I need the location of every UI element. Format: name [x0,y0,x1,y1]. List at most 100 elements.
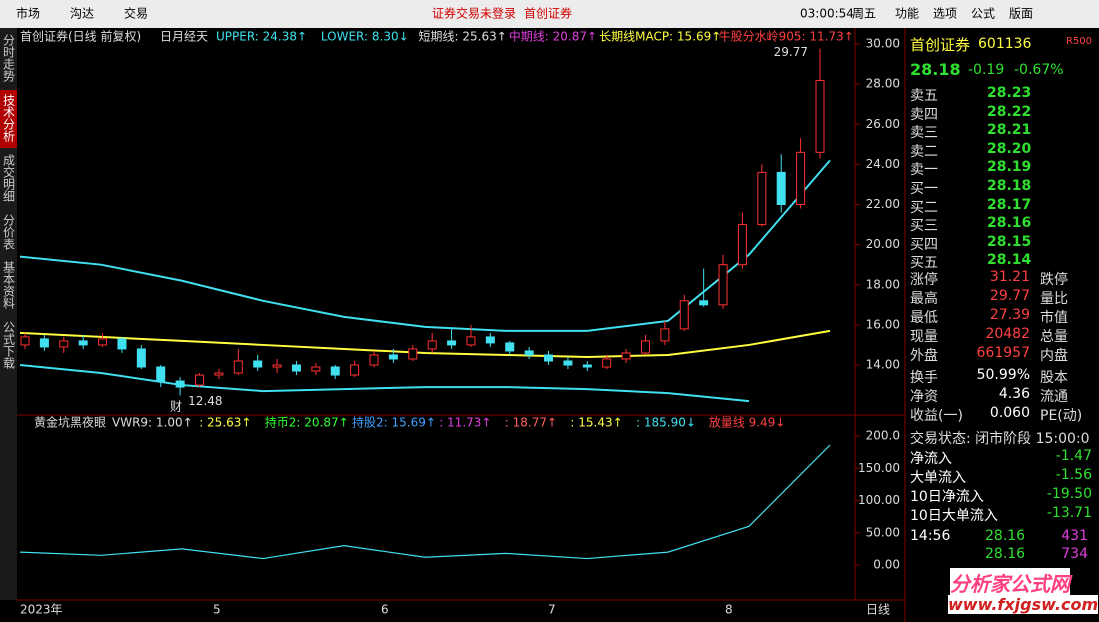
stat-value: 4.36 [998,386,1030,402]
flow-label: 10日大单流入 [910,508,998,524]
weekday: 周五 [852,7,876,21]
side-tab[interactable]: 分价表 [2,214,16,250]
book-price: 28.22 [987,103,1032,120]
book-label: 卖二 [910,143,938,160]
legend-entry: : 18.77↑ [505,416,557,430]
candle-body [699,300,709,306]
menu-item[interactable]: 交易 [124,6,148,21]
stat-value: 661957 [976,345,1030,361]
period-label: 日线 [866,603,890,617]
y-tick-label: 30.00 [866,37,900,51]
book-label: 卖四 [910,106,938,123]
menu-item[interactable]: 功能 [895,7,919,21]
candle-body [311,366,321,372]
legend-entry: LOWER: 8.30↓ [321,30,409,44]
book-label: 买一 [910,181,938,197]
legend-entry: 牛股分水岭905: 11.73↑ [719,29,854,44]
change: -0.19 [968,62,1005,78]
candle-body [544,354,554,362]
stat-label: 现量 [910,329,938,345]
y-tick-label: 28.00 [866,77,900,91]
menu-item[interactable]: 市场 [16,6,40,21]
candle-body [195,374,205,386]
candle-body [582,364,592,368]
clock: 03:00:54 [800,7,854,21]
candle-body [447,340,457,346]
last-price: 28.18 [910,60,961,79]
candle-body [602,358,612,368]
x-tick-label: 2023年 [20,603,63,617]
candle-body [815,80,825,153]
y-tick-label: 18.00 [866,277,900,291]
stat-label: 股本 [1040,370,1068,386]
book-label: 卖五 [910,88,938,104]
candle-body [350,364,360,376]
candle-body [679,300,689,330]
candle-body [718,264,728,306]
menu-item[interactable]: 沟达 [70,7,94,21]
legend-entry: : 185.90↓ [636,416,696,430]
book-price: 28.19 [987,159,1032,175]
y-tick-label: 50.00 [866,525,900,539]
stat-value: 29.77 [989,288,1030,304]
menu-item[interactable]: 版面 [1009,7,1033,21]
menu-bar [0,0,1099,28]
book-label: 买五 [910,255,938,271]
trade-status: 交易状态: 闭市阶段 15:00:0 [910,431,1090,447]
candle-body [369,354,379,366]
menu-item[interactable]: 选项 [933,7,957,21]
side-tab[interactable]: 技术分析 [2,94,16,143]
stat-value: 50.99% [976,367,1030,383]
side-tab[interactable]: 成交明细 [2,154,16,202]
side-tab[interactable]: 公式下载 [2,321,16,370]
candle-body [505,342,515,352]
stat-label: 跌停 [1040,272,1068,288]
candle-body [796,151,806,205]
stat-label: 总量 [1040,329,1068,345]
legend-entry: 持股2: 15.69↑ [352,415,436,430]
legend-entry: : 11.73↑ [439,416,491,430]
y-tick-label: 20.00 [866,237,900,251]
candle-body [640,340,650,354]
legend-entry: 长期线MACP: 15.69↑ [599,30,721,44]
indicator-line [19,364,750,403]
stat-value: 27.39 [989,307,1030,323]
low-annotation: 12.48 [188,394,222,408]
candle-body [98,338,108,346]
candle-body [214,372,224,376]
candle-body [737,224,747,266]
candle-body [253,360,263,368]
book-price: 28.23 [987,85,1032,101]
book-label: 买二 [910,199,938,216]
flow-value: -19.50 [1046,486,1092,502]
stat-label: 收益(一) [910,408,963,424]
flow-value: -13.71 [1046,505,1092,521]
flow-label: 10日净流入 [910,489,984,505]
indicator-line [19,444,831,560]
y-tick-label: 14.00 [866,358,900,372]
candle-body [427,340,437,350]
legend-entry: UPPER: 24.38↑ [216,30,307,44]
candle-body [291,364,301,372]
candle-body [621,352,631,360]
side-tab[interactable]: 基本资料 [2,261,16,309]
book-price: 28.21 [987,122,1032,138]
flow-label: 净流入 [910,451,952,467]
candle-body [156,366,166,382]
active-tab [0,90,17,148]
candle-body [563,360,573,366]
legend-entry: 短期线: 25.63↑ [419,30,507,44]
high-annotation: 29.77 [774,45,808,59]
indicator-line [19,329,831,358]
stat-label: 换手 [910,370,938,386]
candle-body [175,380,185,388]
candle-body [388,354,398,360]
side-tab[interactable]: 分时走势 [2,34,16,82]
menu-item[interactable]: 公式 [971,7,995,21]
legend-entry: 中期线: 20.87↑ [509,29,597,44]
stat-value: 20482 [985,326,1030,342]
stat-label: 净资 [910,389,938,405]
candle-body [524,350,534,356]
candle-body [117,338,127,350]
